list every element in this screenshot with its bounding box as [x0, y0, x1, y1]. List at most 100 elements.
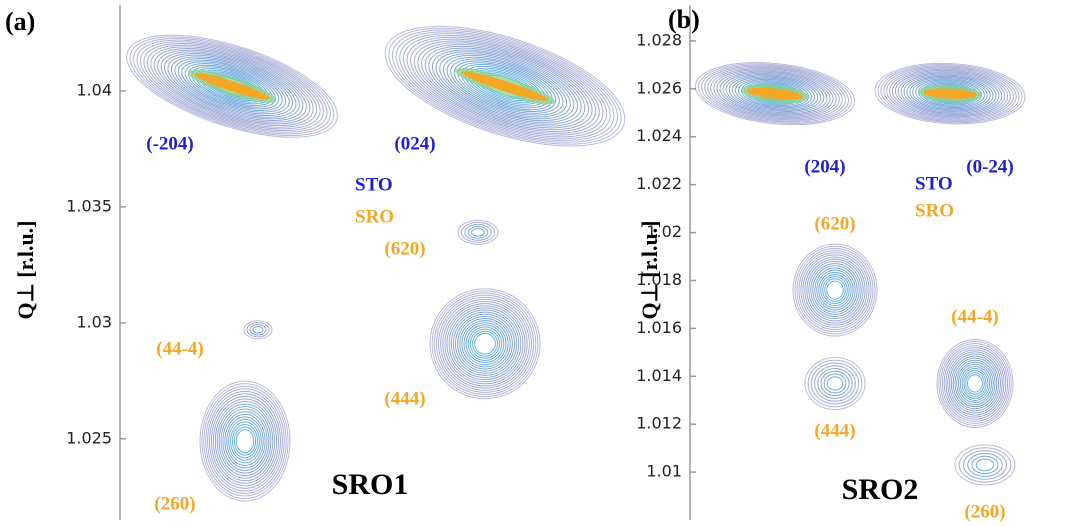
contour-line [207, 390, 283, 492]
contour-line [435, 51, 575, 122]
contour-line [143, 43, 321, 130]
contour-line [975, 458, 995, 472]
contour-line [820, 273, 850, 307]
contour-peak [199, 380, 291, 502]
contour-line [450, 58, 560, 114]
contour-line [707, 66, 843, 121]
contour-line [959, 365, 991, 401]
contour-line [467, 326, 503, 361]
contour-line [133, 38, 331, 135]
contour-line [469, 328, 501, 359]
contour-peak [694, 62, 856, 126]
contour-line [457, 219, 499, 245]
contour-line [406, 36, 604, 136]
contour-line [947, 351, 1003, 416]
legend-entry: SRO [355, 206, 394, 227]
contour-line [232, 423, 258, 459]
contour-line [421, 44, 589, 129]
peak-label: (44-4) [951, 306, 998, 327]
contour-line [731, 76, 819, 111]
contour-line [949, 353, 1001, 414]
contour-line [440, 298, 530, 389]
peak-label: (444) [814, 420, 855, 441]
contour-line [455, 313, 515, 374]
contour-line [943, 347, 1007, 420]
contour-line [945, 349, 1005, 418]
contour-line [136, 39, 328, 133]
y-tick-label: 1.014 [636, 366, 682, 385]
peak-core [462, 71, 548, 101]
contour-line [889, 68, 1011, 119]
contour-line [880, 65, 1020, 123]
contour-line [713, 69, 837, 118]
contour-line [823, 373, 847, 394]
contour-line [428, 47, 582, 125]
contour-line [205, 388, 285, 494]
contour-line [741, 80, 809, 108]
contour-line [804, 256, 866, 324]
contour-line [891, 69, 1009, 118]
contour-line [201, 383, 289, 500]
contour-peak [429, 288, 541, 400]
contour-line [909, 76, 991, 111]
contour-line [230, 421, 260, 461]
contour-line [936, 338, 1014, 428]
contour-line [210, 395, 280, 487]
contour-line [971, 455, 999, 475]
contour-line [794, 245, 876, 335]
contour-line [804, 356, 866, 410]
contour-peak [243, 320, 273, 340]
contour-line [214, 401, 276, 482]
contour-line [150, 46, 314, 127]
contour-line [792, 243, 878, 337]
legend-entry: STO [355, 174, 393, 195]
contour-line [826, 280, 844, 300]
contour-line [184, 63, 280, 110]
contour-line [446, 56, 564, 116]
contour-line [877, 64, 1023, 124]
contour-line [796, 247, 874, 333]
y-tick-label: 1.025 [66, 428, 112, 447]
contour-peak [384, 25, 626, 147]
contour-line [824, 278, 846, 302]
contour-line [816, 269, 854, 311]
contour-line [203, 385, 287, 497]
y-tick-label: 1.03 [76, 312, 112, 331]
contour-line [413, 40, 597, 132]
contour-line [814, 267, 856, 313]
contour-line [734, 77, 816, 110]
y-axis-label: Q⊥ [r.l.u.] [637, 220, 662, 319]
peak-core [923, 88, 977, 99]
contour-line [894, 71, 1006, 117]
contour-line [438, 296, 532, 391]
contour-line [874, 62, 1026, 125]
contour-line [952, 357, 998, 410]
contour-line [808, 260, 862, 320]
contour-line [798, 250, 872, 331]
contour-line [453, 60, 557, 113]
contour-line [940, 343, 1010, 424]
y-axis-label: Q⊥ [r.l.u.] [13, 220, 38, 319]
contour-line [139, 41, 325, 132]
contour-line [463, 322, 507, 366]
peak-label: (620) [384, 238, 425, 259]
contour-line [722, 72, 828, 115]
peak-label: (444) [384, 388, 425, 409]
contour-line [802, 254, 868, 326]
y-tick-label: 1.022 [636, 174, 682, 193]
y-tick-label: 1.04 [76, 80, 112, 99]
contour-line [915, 79, 985, 108]
contour-line [233, 426, 257, 456]
contour-peak [457, 219, 499, 245]
y-tick-label: 1.026 [636, 78, 682, 97]
contour-line [226, 416, 264, 466]
contour-line [967, 374, 983, 393]
contour-line [820, 370, 850, 397]
contour-line [465, 324, 505, 364]
contour-line [431, 290, 539, 398]
contour-line [174, 58, 290, 115]
contour-line [810, 362, 860, 405]
contour-line [399, 33, 611, 140]
contour-line [391, 29, 619, 143]
